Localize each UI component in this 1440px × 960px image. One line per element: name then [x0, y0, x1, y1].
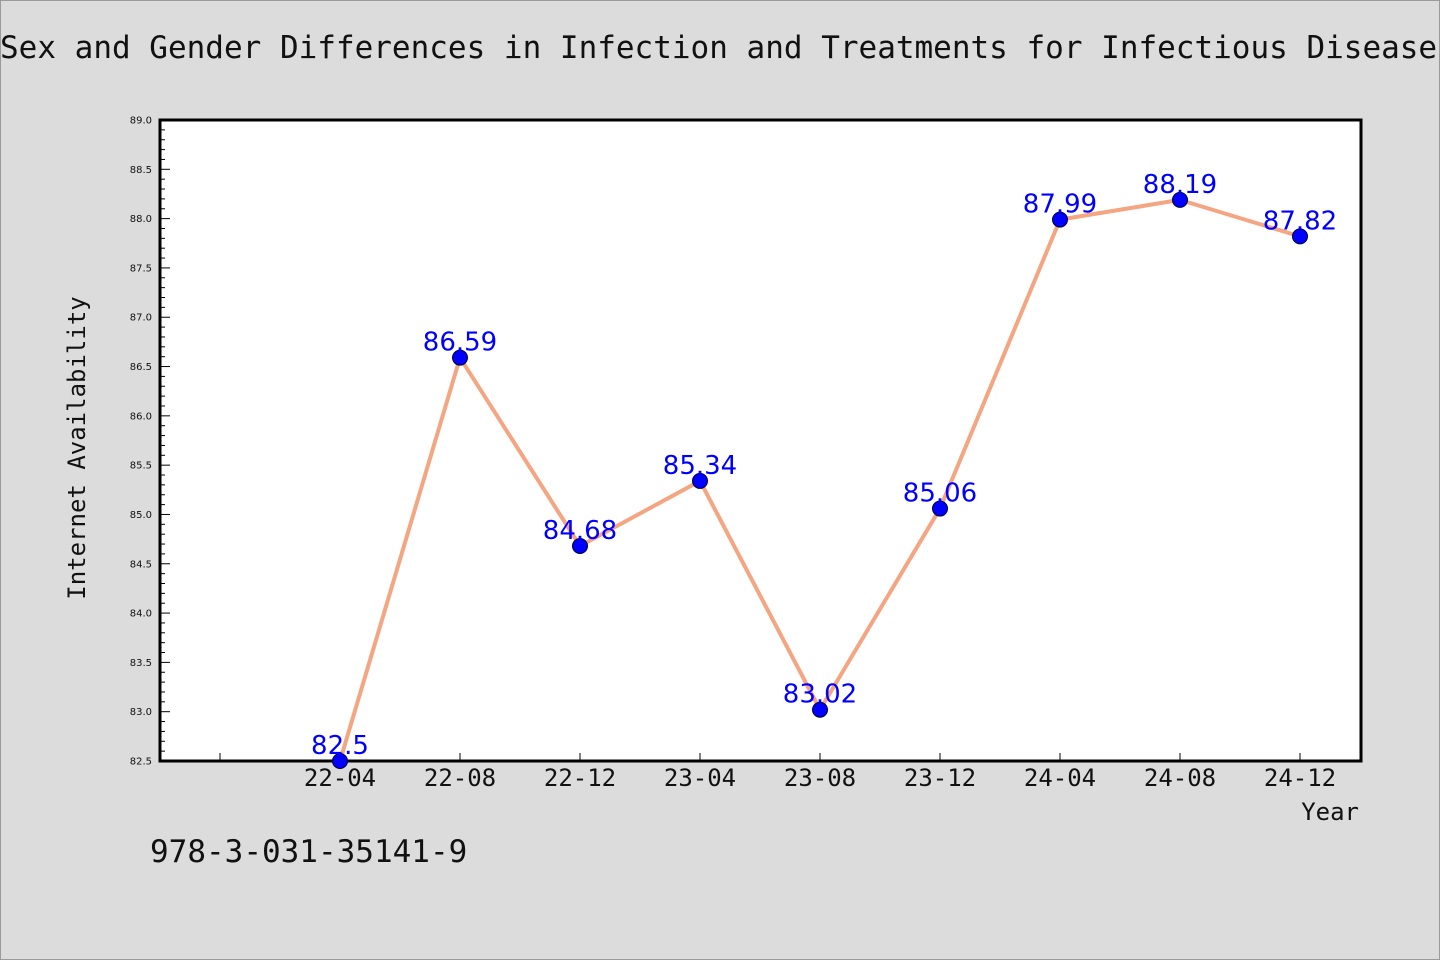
data-label: 87.99 — [1023, 190, 1097, 220]
data-point — [452, 349, 468, 366]
y-tick-label: 89.0 — [130, 116, 152, 127]
data-point — [1172, 191, 1188, 208]
y-tick-label: 88.5 — [130, 165, 152, 176]
x-tick-label: 24-08 — [1144, 764, 1216, 792]
x-tick-label: 22-08 — [424, 764, 496, 792]
data-point — [572, 538, 588, 555]
y-tick-label: 87.5 — [130, 263, 152, 274]
y-tick-label: 83.0 — [130, 707, 152, 718]
y-tick-label: 83.5 — [130, 658, 152, 669]
y-axis: 82.5 83.0 83.5 84.0 84.5 85.0 85.5 86.0 86.5 87.0… — [130, 116, 170, 768]
x-axis-title: Year — [1301, 798, 1359, 826]
x-tick-label: 24-12 — [1264, 764, 1336, 792]
plot-area — [158, 118, 1363, 763]
x-tick-label: 24-04 — [1024, 764, 1096, 792]
y-tick-label: 88.0 — [130, 214, 152, 225]
data-label: 85.34 — [663, 451, 737, 481]
data-point — [1052, 211, 1068, 228]
x-tick-label: 23-04 — [664, 764, 736, 792]
y-tick-label: 86.5 — [130, 362, 152, 373]
data-label: 85.06 — [903, 479, 977, 509]
data-label: 84.68 — [543, 516, 617, 546]
chart-title: Sex and Gender Differences in Infection … — [0, 30, 1440, 66]
x-tick-label: 23-12 — [904, 764, 976, 792]
data-point — [932, 500, 948, 517]
x-tick-label: 23-08 — [784, 764, 856, 792]
y-tick-label: 86.0 — [130, 411, 152, 422]
data-label: 86.59 — [423, 328, 497, 358]
x-axis: 22-04 22-08 22-12 23-04 23-08 23-12 24-04 24-08… — [219, 753, 1336, 792]
data-point — [812, 701, 828, 718]
series: 82.5 86.59 84.68 85.34 83.02 85.06 87.99 88.19 8… — [311, 170, 1337, 769]
y-tick-label: 84.0 — [130, 609, 152, 620]
data-label: 83.02 — [783, 680, 857, 710]
data-point — [1292, 228, 1308, 245]
y-tick-label: 82.5 — [130, 757, 152, 768]
data-label: 88.19 — [1143, 170, 1217, 200]
y-tick-label: 84.5 — [130, 559, 152, 570]
y-axis-title: Internet Availability — [63, 296, 91, 599]
data-point — [332, 753, 348, 769]
x-tick-label: 22-12 — [544, 764, 616, 792]
y-tick-label: 85.0 — [130, 510, 152, 521]
y-tick-label: 87.0 — [130, 313, 152, 324]
footnote-isbn: 978-3-031-35141-9 — [150, 834, 468, 870]
y-tick-label: 85.5 — [130, 461, 152, 472]
data-label: 82.5 — [311, 731, 369, 761]
data-label: 87.82 — [1263, 206, 1337, 236]
data-point — [692, 472, 708, 489]
